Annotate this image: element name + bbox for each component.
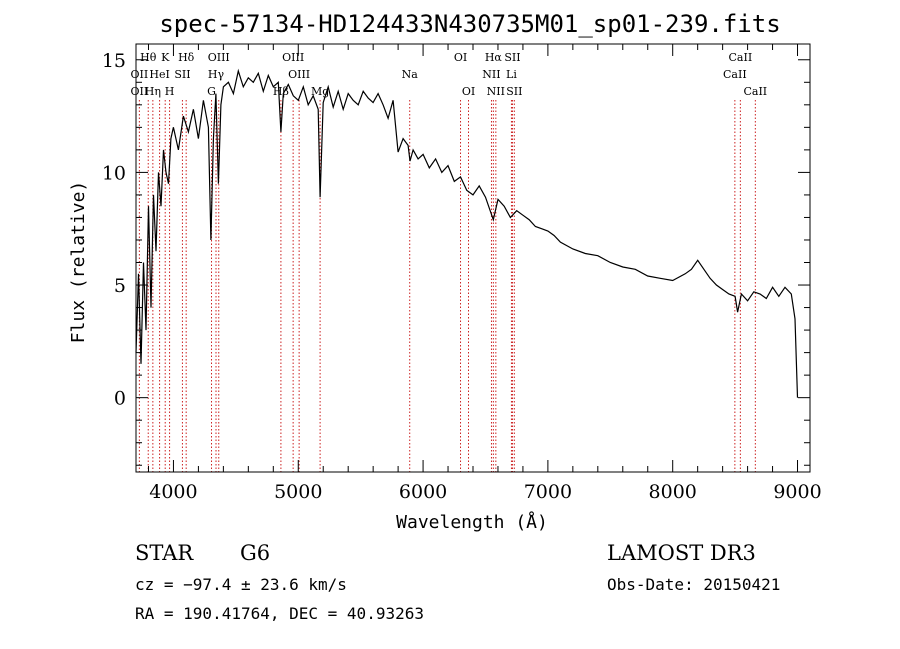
y-axis-label: Flux (relative)	[68, 181, 89, 344]
emission-line-markers: OIIOIIHθHηHeIKHSIIHδGHγOIIIHβOIIIOIIIMgN…	[131, 51, 767, 472]
subclass: G6	[240, 541, 270, 565]
line-label: Hα	[485, 51, 503, 64]
line-label: OI	[462, 85, 475, 98]
y-tick-label: 10	[102, 162, 126, 184]
line-label: Hδ	[178, 51, 195, 64]
plot-axes	[135, 43, 811, 473]
x-tick-label: 8000	[649, 481, 697, 503]
line-label: CaII	[743, 85, 767, 98]
chart-title: spec-57134-HD124433N430735M01_sp01-239.f…	[159, 10, 780, 38]
x-axis-label: Wavelength (Å)	[396, 511, 548, 533]
x-tick-label: 9000	[773, 481, 821, 503]
line-label: SII	[506, 85, 522, 98]
line-label: H	[165, 85, 175, 98]
survey-name: LAMOST DR3	[607, 541, 756, 565]
line-label: CaII	[729, 51, 753, 64]
line-label: OIII	[288, 68, 310, 81]
ra-dec: RA = 190.41764, DEC = 40.93263	[135, 604, 424, 623]
line-label: OI	[454, 51, 467, 64]
line-label: Hη	[145, 85, 161, 98]
line-label: SII	[174, 68, 190, 81]
line-label: Hγ	[208, 68, 225, 81]
line-label: OIII	[282, 51, 304, 64]
line-label: OII	[131, 85, 149, 98]
line-label: Na	[402, 68, 419, 81]
line-label: NII	[482, 68, 500, 81]
line-label: Mg	[311, 85, 329, 98]
y-tick-label: 0	[114, 388, 126, 410]
line-label: SII	[504, 51, 520, 64]
y-tick-label: 15	[102, 50, 126, 72]
y-tick-label: 5	[114, 275, 126, 297]
line-label: Hθ	[140, 51, 157, 64]
line-label: CaII	[723, 68, 747, 81]
line-label: G	[207, 85, 216, 98]
x-tick-label: 7000	[524, 481, 572, 503]
axis-ticks: 4000 5000 6000 7000 8000 9000 0 5 10 15	[102, 44, 822, 503]
cz-value: cz = −97.4 ± 23.6 km/s	[135, 575, 347, 594]
line-label: Li	[506, 68, 517, 81]
line-label: HeI	[149, 68, 169, 81]
line-label: NII	[487, 85, 505, 98]
plot-frame	[135, 43, 811, 473]
line-label: OII	[131, 68, 149, 81]
spectrum-line	[135, 68, 799, 398]
line-label: Hβ	[273, 85, 289, 98]
x-tick-label: 6000	[399, 481, 447, 503]
obs-date: Obs-Date: 20150421	[607, 575, 780, 594]
line-label: OIII	[208, 51, 230, 64]
x-tick-label: 4000	[149, 481, 197, 503]
x-tick-label: 5000	[274, 481, 322, 503]
line-label: K	[161, 51, 170, 64]
object-type: STAR	[135, 541, 194, 565]
